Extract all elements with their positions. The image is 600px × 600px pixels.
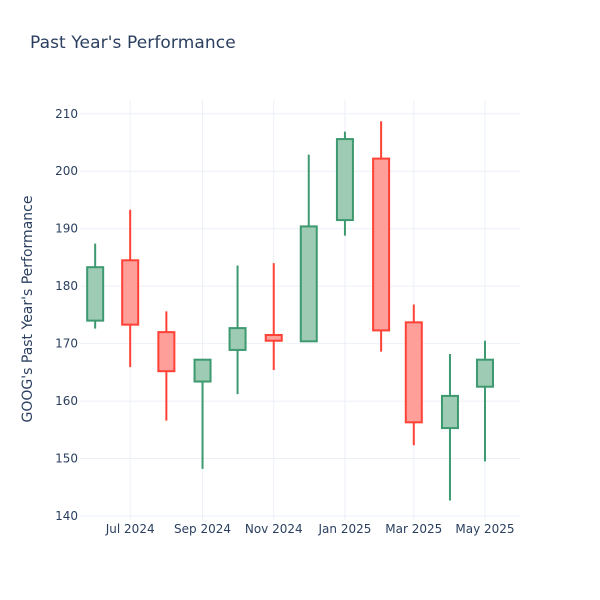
y-tick-label: 180 [55, 279, 78, 293]
candle-body [228, 327, 247, 351]
x-tick-label: Jul 2024 [105, 522, 155, 536]
y-tick-label: 150 [55, 452, 78, 466]
y-tick-label: 170 [55, 337, 78, 351]
candle-body [86, 266, 105, 322]
candle-increasing [86, 243, 105, 329]
candle-increasing [475, 340, 494, 462]
candle-decreasing [372, 121, 391, 352]
candle-body [193, 358, 212, 383]
candle-body [157, 331, 176, 373]
x-tick-label: Jan 2025 [318, 522, 372, 536]
candle-decreasing [157, 311, 176, 421]
y-axis-ticks: 140 150 160 170 180 190 200 210 [55, 107, 78, 523]
y-tick-label: 160 [55, 394, 78, 408]
y-axis-title: GOOG's Past Year's Performance [20, 196, 36, 423]
candle-decreasing [264, 263, 283, 371]
candle-body [440, 394, 459, 430]
candle-body [475, 358, 494, 388]
y-tick-label: 140 [55, 509, 78, 523]
candle-body [404, 321, 423, 424]
x-tick-label: Nov 2024 [245, 522, 303, 536]
candle-increasing [193, 358, 212, 469]
candle-increasing [440, 353, 459, 501]
y-tick-label: 200 [55, 164, 78, 178]
chart-title: Past Year's Performance [30, 33, 236, 53]
candle-body [372, 157, 391, 332]
candle-body [299, 225, 318, 343]
candle-decreasing [404, 304, 423, 446]
candle-body [121, 259, 140, 326]
y-tick-label: 190 [55, 222, 78, 236]
candle-body [335, 138, 354, 222]
x-tick-label: Mar 2025 [385, 522, 442, 536]
candle-body [264, 333, 283, 342]
x-tick-label: May 2025 [455, 522, 514, 536]
candle-increasing [228, 265, 247, 395]
y-tick-label: 210 [55, 107, 78, 121]
x-axis-ticks: Jul 2024 Sep 2024 Nov 2024 Jan 2025 Mar 2025… [105, 522, 515, 536]
candle-layer [86, 121, 494, 501]
x-tick-label: Sep 2024 [174, 522, 231, 536]
candle-increasing [335, 131, 354, 236]
candle-increasing [299, 154, 318, 343]
candle-decreasing [121, 209, 140, 368]
